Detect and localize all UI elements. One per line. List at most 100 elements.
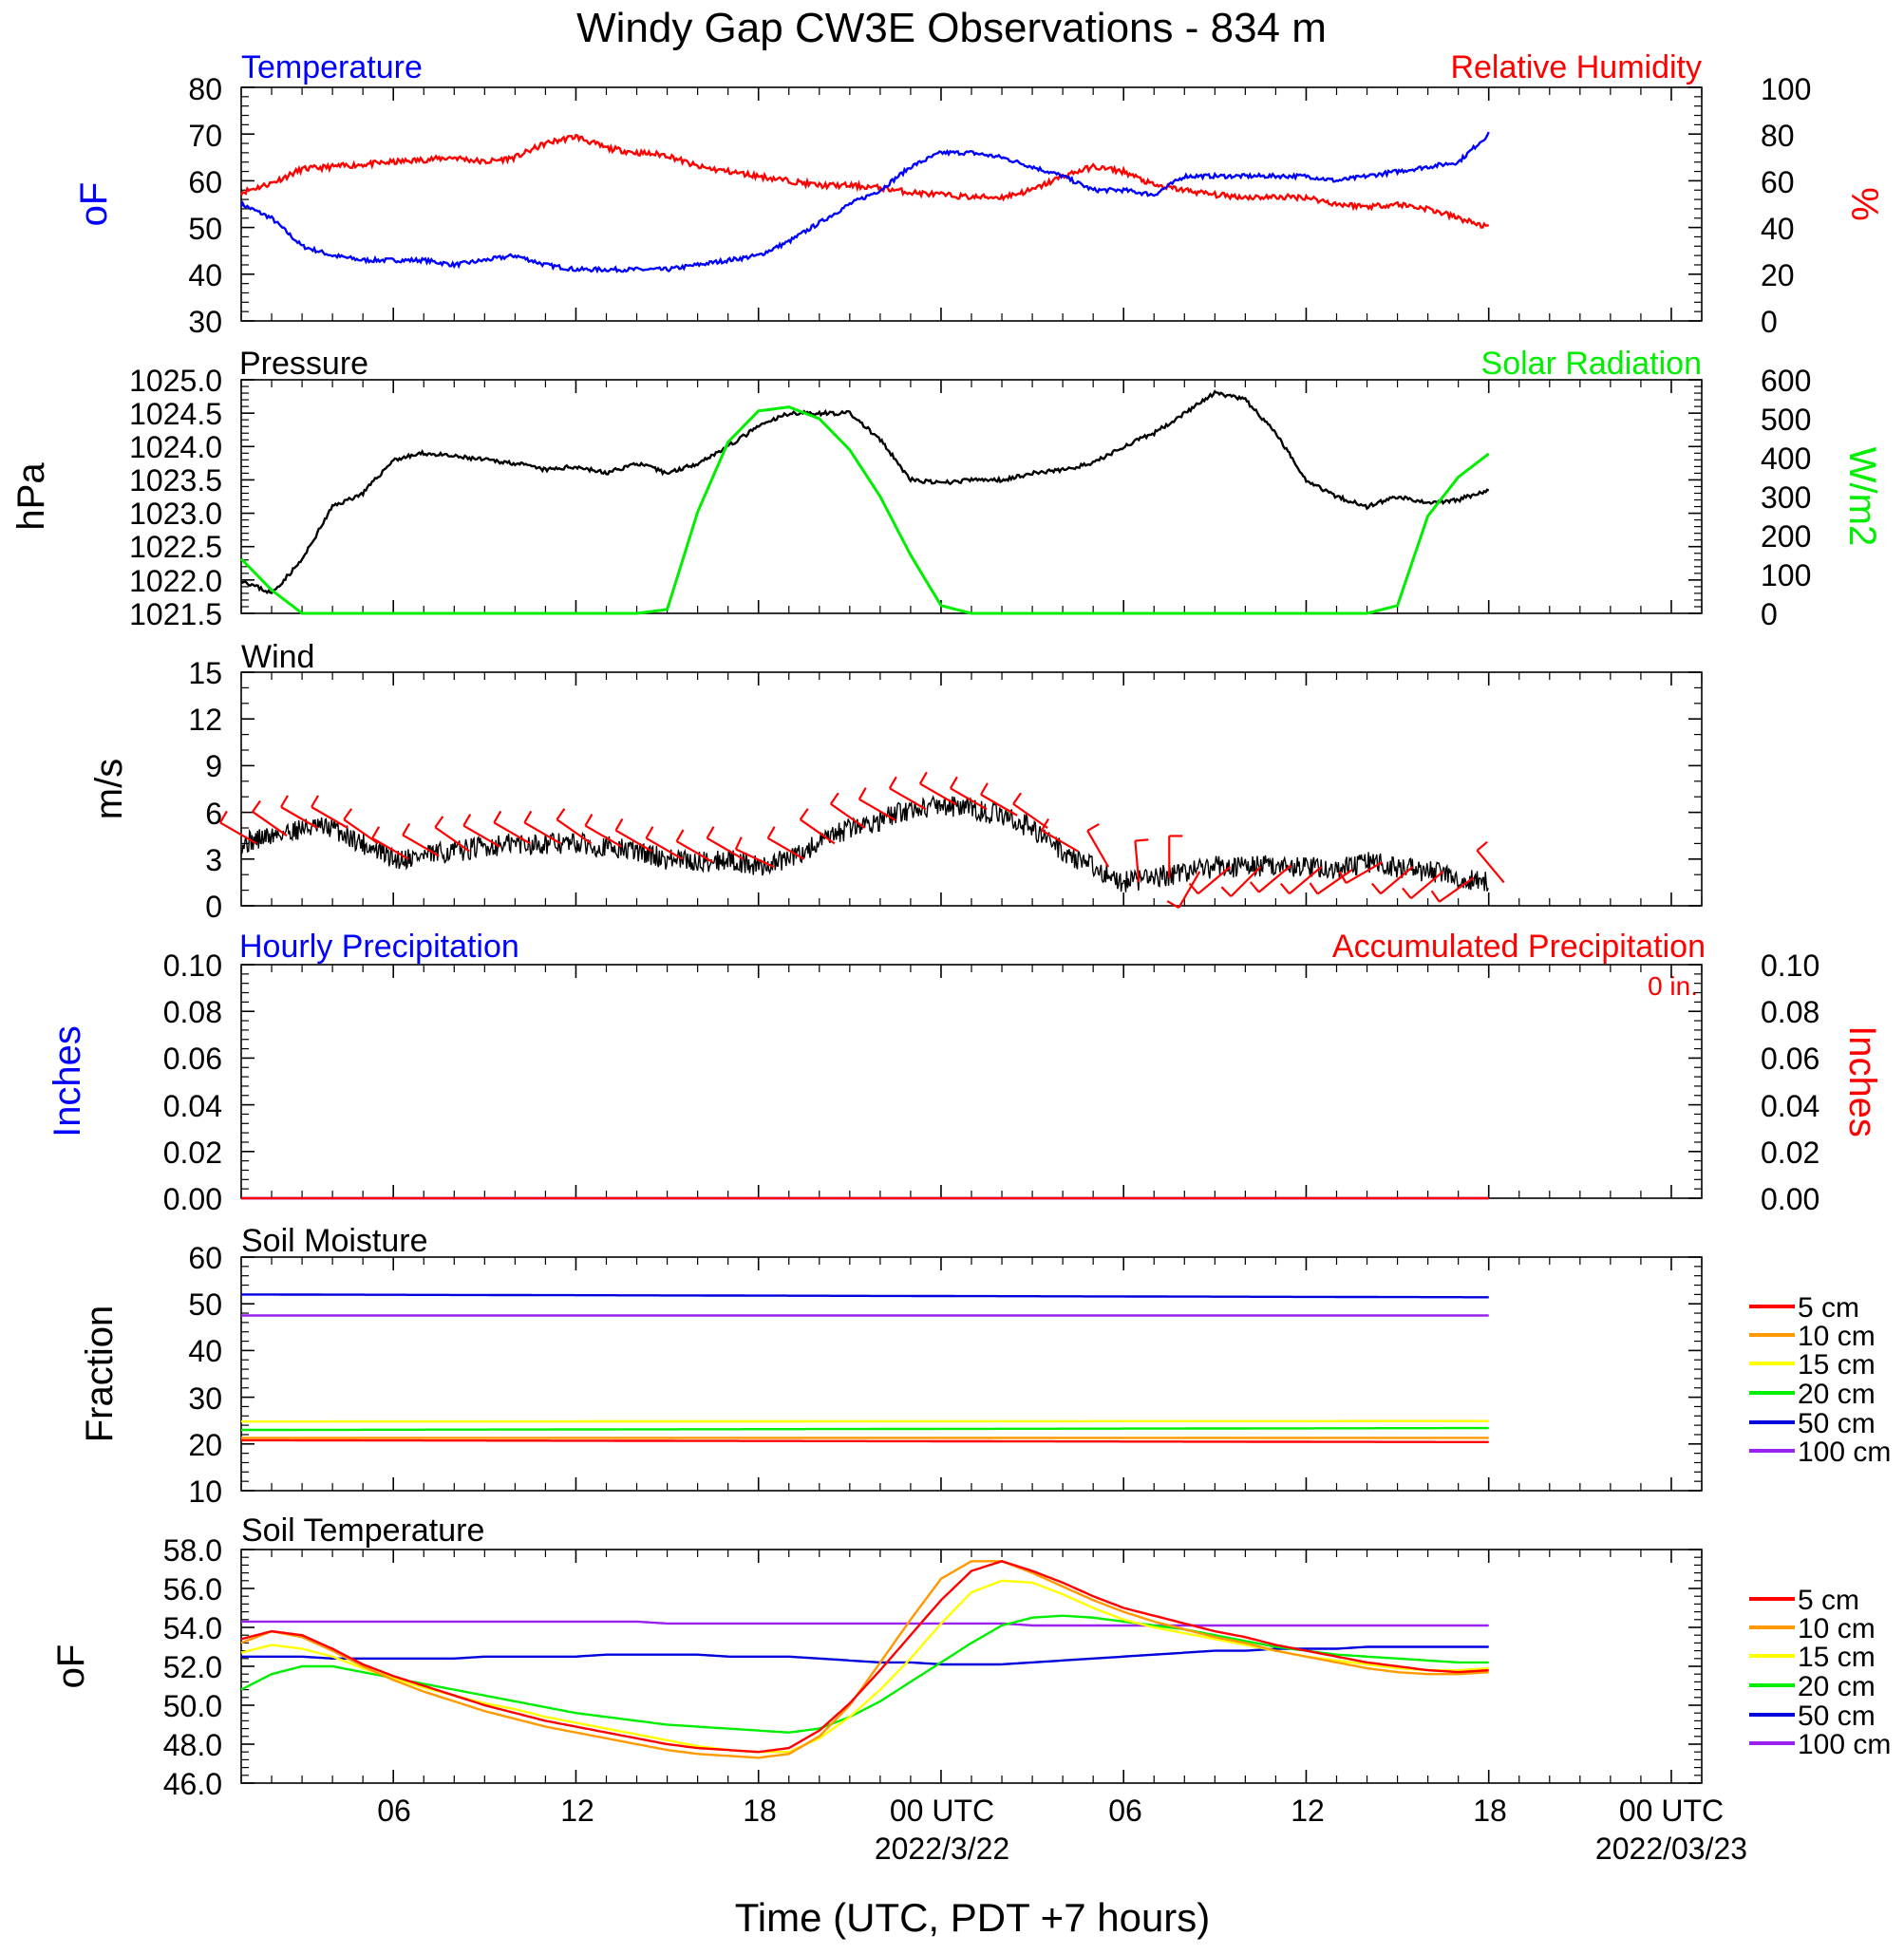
wind-barb-flag bbox=[858, 787, 867, 800]
y-tick-label: 0 bbox=[205, 890, 222, 924]
soil-temp-frame bbox=[240, 1549, 1703, 1784]
wind-barb-flag bbox=[829, 792, 839, 805]
pressure-left-unit: hPa bbox=[10, 462, 52, 531]
series-soil-moisture-20cm bbox=[241, 1426, 1489, 1432]
wind-barb bbox=[371, 836, 409, 860]
series-soil-temp-10cm bbox=[240, 1560, 1489, 1759]
y-tick-label: 58.0 bbox=[163, 1533, 222, 1568]
y-tick-label: 0.04 bbox=[163, 1089, 222, 1123]
wind-barb-flag bbox=[1430, 890, 1441, 903]
accum-precip-total: 0 in. bbox=[1648, 971, 1698, 1001]
series-pressure bbox=[240, 389, 1490, 595]
series-soil-moisture-15cm bbox=[241, 1419, 1489, 1423]
precip-right-unit: Inches bbox=[1841, 1025, 1883, 1137]
temp-left-ticks: 80 70 60 50 40 30 bbox=[188, 72, 222, 339]
y-tick-label: 10 bbox=[188, 1475, 222, 1509]
wind-barb-flag bbox=[1309, 882, 1319, 895]
legend-label: 100 cm bbox=[1798, 1437, 1891, 1468]
wind-barb bbox=[1258, 864, 1292, 893]
legend-label: 50 cm bbox=[1798, 1700, 1876, 1732]
y2-tick-label: 0.00 bbox=[1761, 1182, 1819, 1216]
y2-tick-label: 0 bbox=[1761, 305, 1778, 339]
soil-temp-title: Soil Temperature bbox=[241, 1512, 484, 1549]
wind-barb-flag bbox=[280, 795, 289, 808]
wind-barb bbox=[1380, 866, 1414, 895]
wind-barb bbox=[1134, 840, 1141, 883]
y2-tick-label: 0.10 bbox=[1761, 949, 1819, 983]
y-tick-label: 60 bbox=[188, 165, 222, 199]
wind-barb-flag bbox=[888, 776, 897, 789]
y-tick-label: 1024.0 bbox=[129, 430, 222, 464]
wind-barb-flag bbox=[1041, 817, 1049, 832]
wind-barb bbox=[675, 840, 714, 864]
wind-barb bbox=[1410, 871, 1444, 900]
pressure-title: Pressure bbox=[239, 346, 368, 382]
y-tick-label: 0.06 bbox=[163, 1042, 222, 1076]
wind-barb-flag bbox=[1402, 887, 1412, 899]
wind-barb-flag bbox=[584, 814, 594, 827]
precip-right-ticks: 0.10 0.08 0.06 0.04 0.02 0.00 bbox=[1761, 949, 1819, 1216]
y2-tick-label: 100 bbox=[1761, 558, 1811, 592]
wind-barb bbox=[584, 824, 623, 848]
temp-rh-panel: Temperature Relative Humidity oF % 80 70… bbox=[73, 49, 1885, 339]
legend-label: 20 cm bbox=[1798, 1379, 1876, 1410]
wind-barb bbox=[889, 787, 927, 811]
series-soil-moisture-50cm bbox=[241, 1293, 1489, 1299]
wind-barb bbox=[830, 802, 866, 829]
soil-moisture-panel: Soil Moisture Fraction 60 50 40 30 20 10… bbox=[79, 1223, 1891, 1509]
y-tick-label: 1022.0 bbox=[129, 564, 222, 598]
wind-barb-flag bbox=[252, 799, 261, 813]
series-soil-temp-5cm bbox=[240, 1560, 1489, 1754]
wind-barb bbox=[858, 798, 896, 821]
y2-tick-label: 100 bbox=[1761, 72, 1811, 106]
wind-barb bbox=[462, 824, 500, 848]
x-axis-labels: 06 12 18 00 UTC 2022/3/22 06 12 18 00 UT… bbox=[377, 1794, 1747, 1940]
precip-left-ticks: 0.10 0.08 0.06 0.04 0.02 0.00 bbox=[163, 949, 222, 1216]
wind-barb bbox=[1289, 866, 1323, 895]
wind-barb bbox=[767, 836, 805, 860]
precip-frame bbox=[240, 964, 1703, 1199]
y2-tick-label: 0.02 bbox=[1761, 1136, 1819, 1170]
solar-title: Solar Radiation bbox=[1481, 346, 1702, 382]
y-tick-label: 50.0 bbox=[163, 1689, 222, 1723]
y2-tick-label: 400 bbox=[1761, 442, 1811, 476]
wind-title: Wind bbox=[241, 639, 314, 675]
y-tick-label: 30 bbox=[188, 1381, 222, 1416]
wind-barb-flag bbox=[645, 826, 654, 839]
x-tick-label: 00 UTC bbox=[1619, 1794, 1724, 1828]
wind-barb bbox=[1012, 802, 1048, 829]
wind-barb-flag bbox=[1135, 838, 1149, 842]
wind-barb-flag bbox=[1249, 881, 1260, 893]
wind-frame bbox=[240, 671, 1703, 907]
y-tick-label: 1023.5 bbox=[129, 463, 222, 498]
x-tick-label: 12 bbox=[560, 1794, 594, 1828]
wind-barb bbox=[614, 829, 653, 853]
legend-label: 100 cm bbox=[1798, 1729, 1891, 1760]
temp-title: Temperature bbox=[241, 49, 423, 85]
y-tick-label: 1025.0 bbox=[129, 364, 222, 398]
wind-barb bbox=[343, 818, 379, 845]
hourly-precip-title: Hourly Precipitation bbox=[239, 929, 519, 965]
wind-barb-flag bbox=[949, 776, 958, 789]
chart-marks bbox=[218, 86, 1703, 1784]
solar-right-ticks: 600 500 400 300 200 100 0 bbox=[1761, 364, 1811, 631]
wind-barb bbox=[800, 818, 836, 845]
x-tick-label: 18 bbox=[743, 1794, 777, 1828]
wind-barb-flag bbox=[1012, 792, 1022, 805]
wind-barb-flag bbox=[523, 810, 533, 823]
wind-barb-flag bbox=[766, 826, 776, 839]
wind-barb-flag bbox=[1188, 882, 1199, 894]
temp-left-unit: oF bbox=[73, 182, 115, 227]
y-tick-label: 80 bbox=[188, 72, 222, 106]
y2-tick-label: 60 bbox=[1761, 165, 1795, 199]
soil-temp-panel: Soil Temperature oF 58.0 56.0 54.0 52.0 … bbox=[50, 1512, 1891, 1801]
pressure-left-ticks: 1025.0 1024.5 1024.0 1023.5 1023.0 1022.… bbox=[129, 364, 222, 631]
y-tick-label: 0.02 bbox=[163, 1136, 222, 1170]
wind-barb bbox=[219, 821, 257, 845]
soil-moisture-frame bbox=[240, 1256, 1703, 1492]
legend-label: 50 cm bbox=[1798, 1408, 1876, 1439]
x-tick-label: 12 bbox=[1291, 1794, 1325, 1828]
y2-tick-label: 0 bbox=[1761, 597, 1778, 631]
wind-barb bbox=[1439, 876, 1475, 903]
wind-barb-flag bbox=[675, 829, 685, 842]
